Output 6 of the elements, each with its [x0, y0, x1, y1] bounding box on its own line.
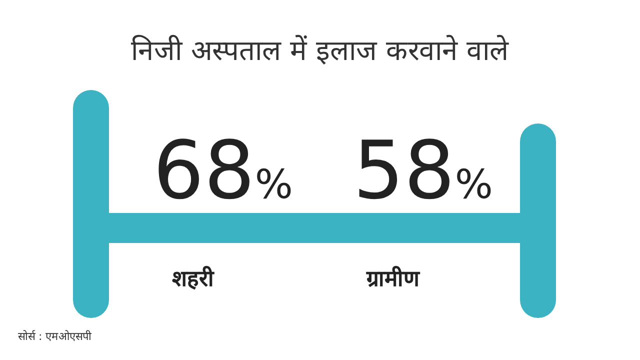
text: निजी अस्पताल में इलाज करवाने वाले [131, 34, 510, 67]
category-label: शहरी [172, 265, 215, 292]
category-label: ग्रामीण [366, 265, 420, 292]
text: सोर्स : एमओएसपी [18, 330, 92, 343]
data-label: 68% [153, 124, 293, 217]
data-label: 58% [353, 124, 493, 217]
